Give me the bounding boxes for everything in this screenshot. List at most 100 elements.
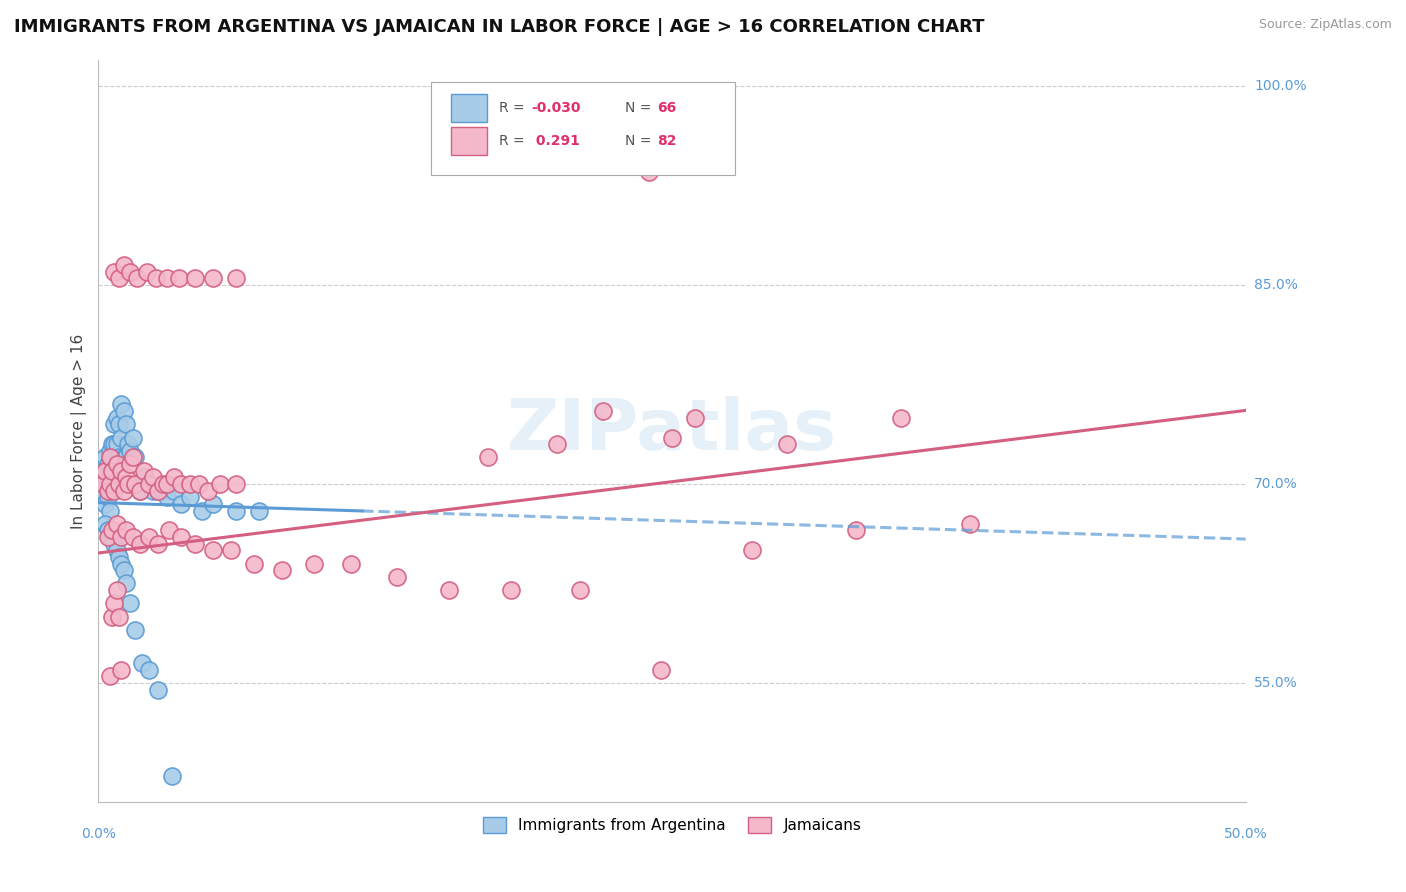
Point <box>108 477 131 491</box>
Point <box>101 609 124 624</box>
Point <box>110 431 132 445</box>
Point <box>103 483 125 498</box>
Point <box>650 663 672 677</box>
Point <box>115 470 138 484</box>
Point <box>121 450 143 465</box>
Bar <box>450 128 488 155</box>
Point <box>128 537 150 551</box>
Text: R =: R = <box>499 101 529 115</box>
Point <box>776 437 799 451</box>
Point <box>138 477 160 491</box>
Point <box>156 490 179 504</box>
Point <box>120 443 142 458</box>
Text: 0.0%: 0.0% <box>82 827 115 841</box>
Point <box>138 477 160 491</box>
Point <box>197 483 219 498</box>
Point <box>661 431 683 445</box>
Point <box>302 557 325 571</box>
Point <box>103 596 125 610</box>
Point <box>127 477 149 491</box>
Point <box>128 483 150 498</box>
Point <box>98 450 121 465</box>
Point <box>225 477 247 491</box>
Point <box>170 477 193 491</box>
Point <box>98 464 121 478</box>
Point <box>179 477 201 491</box>
Point <box>103 437 125 451</box>
Point <box>146 537 169 551</box>
Point <box>110 457 132 471</box>
Text: 70.0%: 70.0% <box>1254 477 1298 491</box>
Point <box>96 524 118 538</box>
Point <box>115 450 138 465</box>
Text: 66: 66 <box>657 101 676 115</box>
Point <box>142 470 165 484</box>
Point <box>890 410 912 425</box>
Point <box>98 503 121 517</box>
Text: 0.291: 0.291 <box>531 135 579 148</box>
Point <box>110 397 132 411</box>
Point <box>142 483 165 498</box>
Text: ZIPatlas: ZIPatlas <box>508 396 837 466</box>
Text: -0.030: -0.030 <box>531 101 581 115</box>
Point <box>117 437 139 451</box>
Text: 85.0%: 85.0% <box>1254 278 1298 292</box>
Point <box>98 669 121 683</box>
Point <box>98 443 121 458</box>
Point <box>339 557 361 571</box>
Point <box>112 450 135 465</box>
Point <box>501 583 523 598</box>
Bar <box>450 94 488 122</box>
Point <box>683 410 706 425</box>
Point <box>959 516 981 531</box>
Point <box>112 483 135 498</box>
Point <box>112 563 135 577</box>
Point <box>138 663 160 677</box>
Point <box>170 497 193 511</box>
Point <box>845 524 868 538</box>
Point <box>385 570 408 584</box>
Point <box>152 477 174 491</box>
Point <box>98 483 121 498</box>
Point <box>108 549 131 564</box>
Point <box>101 530 124 544</box>
Point <box>439 583 461 598</box>
Text: Source: ZipAtlas.com: Source: ZipAtlas.com <box>1258 18 1392 31</box>
Point <box>247 503 270 517</box>
Point <box>152 483 174 498</box>
Point <box>124 477 146 491</box>
Point <box>134 470 156 484</box>
Point <box>145 271 167 285</box>
Point <box>105 410 128 425</box>
Point <box>108 450 131 465</box>
Point <box>146 682 169 697</box>
Text: 100.0%: 100.0% <box>1254 79 1306 93</box>
Point <box>115 417 138 432</box>
Point <box>101 524 124 538</box>
Point <box>115 524 138 538</box>
Point <box>103 537 125 551</box>
Point <box>91 464 114 478</box>
Point <box>108 417 131 432</box>
Point <box>138 530 160 544</box>
Text: N =: N = <box>626 101 655 115</box>
Point <box>208 477 231 491</box>
Point <box>105 543 128 558</box>
Point <box>569 583 592 598</box>
Point <box>128 483 150 498</box>
Point <box>96 477 118 491</box>
Point <box>101 477 124 491</box>
Text: IMMIGRANTS FROM ARGENTINA VS JAMAICAN IN LABOR FORCE | AGE > 16 CORRELATION CHAR: IMMIGRANTS FROM ARGENTINA VS JAMAICAN IN… <box>14 18 984 36</box>
Point <box>121 530 143 544</box>
Point <box>225 503 247 517</box>
Point <box>190 503 212 517</box>
Text: 55.0%: 55.0% <box>1254 676 1298 690</box>
Point <box>127 271 149 285</box>
Point <box>124 623 146 637</box>
Point <box>120 596 142 610</box>
Point <box>202 543 225 558</box>
Point <box>90 477 112 491</box>
Point <box>105 583 128 598</box>
Point <box>135 265 157 279</box>
Point <box>243 557 266 571</box>
